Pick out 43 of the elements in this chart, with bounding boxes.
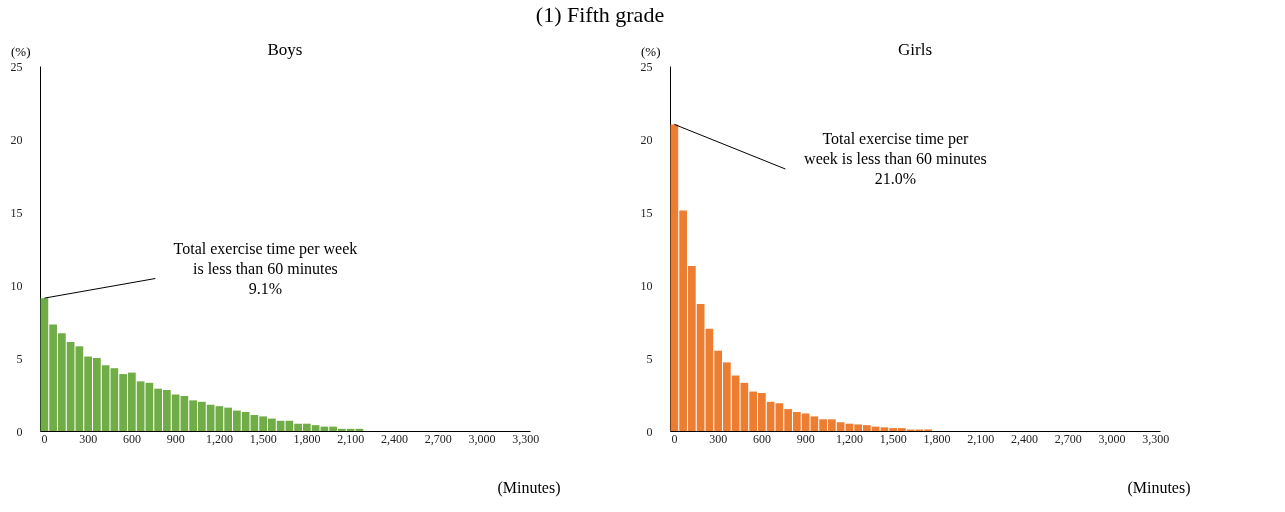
- x-tick-label: 1,800: [293, 431, 321, 446]
- x-tick-label: 300: [709, 431, 728, 446]
- x-tick-label: 3,000: [1098, 431, 1126, 446]
- x-tick-label: 2,700: [424, 431, 452, 446]
- y-tick-label: 15: [640, 205, 653, 220]
- annotation: Total exercise time per week is less than 60 minutes 9.1%: [173, 239, 358, 297]
- x-tick-label: 3,300: [512, 431, 540, 446]
- y-tick-label: 25: [10, 59, 23, 74]
- chart-title: Boys: [267, 40, 303, 59]
- y-axis-title: (%): [11, 43, 31, 59]
- annotation: Total exercise time per week is less than 60 minutes 21.0%: [804, 130, 987, 187]
- y-tick-label: 25: [640, 59, 653, 74]
- y-tick-label: 10: [640, 278, 653, 293]
- text: (1) Fifth grade: [535, 2, 665, 27]
- y-tick-label: 5: [16, 351, 23, 366]
- x-tick-label: 3,300: [1142, 431, 1170, 446]
- x-tick-label: 0: [671, 431, 678, 446]
- y-tick-label: 15: [10, 205, 23, 220]
- x-axis-title: (Minutes): [497, 478, 561, 497]
- x-tick-label: 900: [166, 431, 185, 446]
- x-tick-label: 1,500: [879, 431, 907, 446]
- x-tick-label: 0: [41, 431, 48, 446]
- y-tick-label: 10: [10, 278, 23, 293]
- x-tick-label: 2,400: [380, 431, 408, 446]
- x-tick-label: 1,200: [205, 431, 233, 446]
- x-tick-label: 600: [752, 431, 771, 446]
- x-tick-label: 2,700: [1054, 431, 1082, 446]
- x-tick-label: 600: [122, 431, 141, 446]
- y-tick-label: 20: [640, 132, 653, 147]
- chart-title: Girls: [898, 40, 932, 59]
- x-tick-label: 300: [79, 431, 98, 446]
- x-tick-label: 2,100: [967, 431, 995, 446]
- x-tick-label: 2,100: [337, 431, 365, 446]
- x-tick-label: 1,200: [835, 431, 863, 446]
- y-axis-title: (%): [641, 43, 661, 59]
- y-tick-label: 20: [10, 132, 23, 147]
- x-tick-label: 3,000: [468, 431, 496, 446]
- x-tick-label: 900: [796, 431, 815, 446]
- y-tick-label: 5: [646, 351, 653, 366]
- x-axis-title: (Minutes): [1127, 478, 1191, 497]
- x-tick-label: 1,500: [249, 431, 277, 446]
- x-tick-label: 1,800: [923, 431, 951, 446]
- x-tick-label: 2,400: [1010, 431, 1038, 446]
